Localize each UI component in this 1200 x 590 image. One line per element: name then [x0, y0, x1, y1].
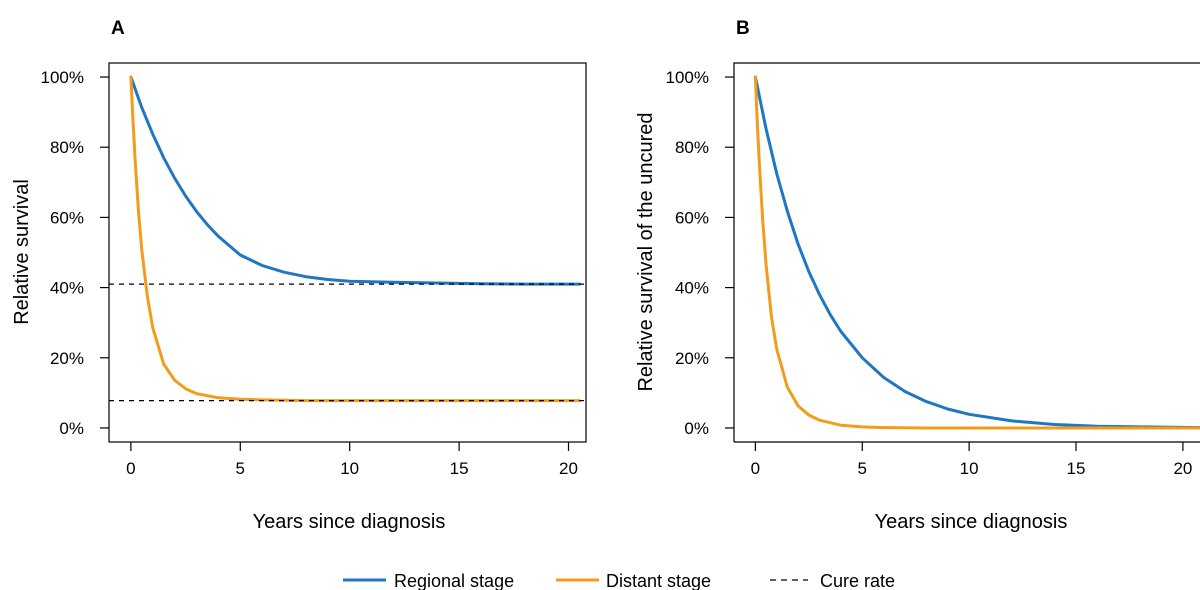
panel-a-x-axis-label: Years since diagnosis	[253, 511, 446, 533]
panel-a-x-tick-label: 20	[559, 459, 578, 478]
panel-a-line-regional	[129, 75, 581, 286]
legend-label-cure-rate: Cure rate	[820, 571, 895, 590]
panel-b-y-tick-label: 60%	[675, 208, 709, 227]
panel-a-y-tick-label: 0%	[59, 419, 84, 438]
panel-b-x-tick-label: 10	[960, 459, 979, 478]
panel-b-x-axis: 0 5 10 15 20	[751, 442, 1192, 478]
panel-b-letter: B	[736, 18, 750, 39]
panel-b-series-group	[753, 75, 1200, 430]
panel-b-x-tick-label: 5	[858, 459, 867, 478]
panel-a-y-tick-label: 80%	[50, 138, 84, 157]
panel-b-y-tick-label: 40%	[675, 279, 709, 298]
panel-b-plot-frame	[733, 62, 1200, 442]
panel-b-y-tick-label: 0%	[684, 419, 709, 438]
panel-b: B 0 5 10 15 20 0% 20% 40% 60% 80% 100% Years sinc…	[635, 18, 1200, 533]
legend-label-distant: Distant stage	[606, 571, 711, 590]
panel-b-x-tick-label: 0	[751, 459, 760, 478]
panel-a-y-axis-label: Relative survival	[11, 179, 33, 325]
legend-label-regional: Regional stage	[394, 571, 514, 590]
legend: Regional stage Distant stage Cure rate	[343, 571, 895, 590]
panel-a-y-tick-label: 60%	[50, 208, 84, 227]
panel-a-y-tick-label: 20%	[50, 349, 84, 368]
panel-b-y-tick-label: 80%	[675, 138, 709, 157]
panel-b-y-axis-label: Relative survival of the uncured	[635, 112, 657, 391]
panel-b-x-tick-label: 15	[1067, 459, 1086, 478]
panel-b-y-tick-label: 20%	[675, 349, 709, 368]
panel-b-y-axis: 0% 20% 40% 60% 80% 100%	[666, 68, 734, 438]
panel-b-line-distant	[753, 75, 1200, 430]
panel-a-x-tick-label: 10	[340, 459, 359, 478]
panel-a-x-tick-label: 15	[450, 459, 469, 478]
panel-b-y-tick-label: 100%	[666, 68, 709, 87]
panel-b-line-regional	[753, 75, 1200, 430]
panel-a-line-distant	[129, 75, 581, 403]
panel-a-x-tick-label: 0	[126, 459, 135, 478]
panel-a-x-axis: 0 5 10 15 20	[126, 442, 578, 478]
panel-a: A 0 5 10 15 20 0% 20% 40% 60% 80% 100% Years sinc…	[11, 18, 587, 533]
panel-a-plot-frame	[108, 62, 587, 443]
panel-a-y-tick-label: 40%	[50, 279, 84, 298]
panel-b-x-tick-label: 20	[1173, 459, 1192, 478]
panel-a-y-axis: 0% 20% 40% 60% 80% 100%	[41, 68, 109, 438]
panel-a-y-tick-label: 100%	[41, 68, 84, 87]
panel-a-x-tick-label: 5	[236, 459, 245, 478]
panel-b-x-axis-label: Years since diagnosis	[875, 511, 1068, 533]
panel-a-series-group	[109, 75, 586, 403]
panel-a-letter: A	[111, 18, 125, 39]
